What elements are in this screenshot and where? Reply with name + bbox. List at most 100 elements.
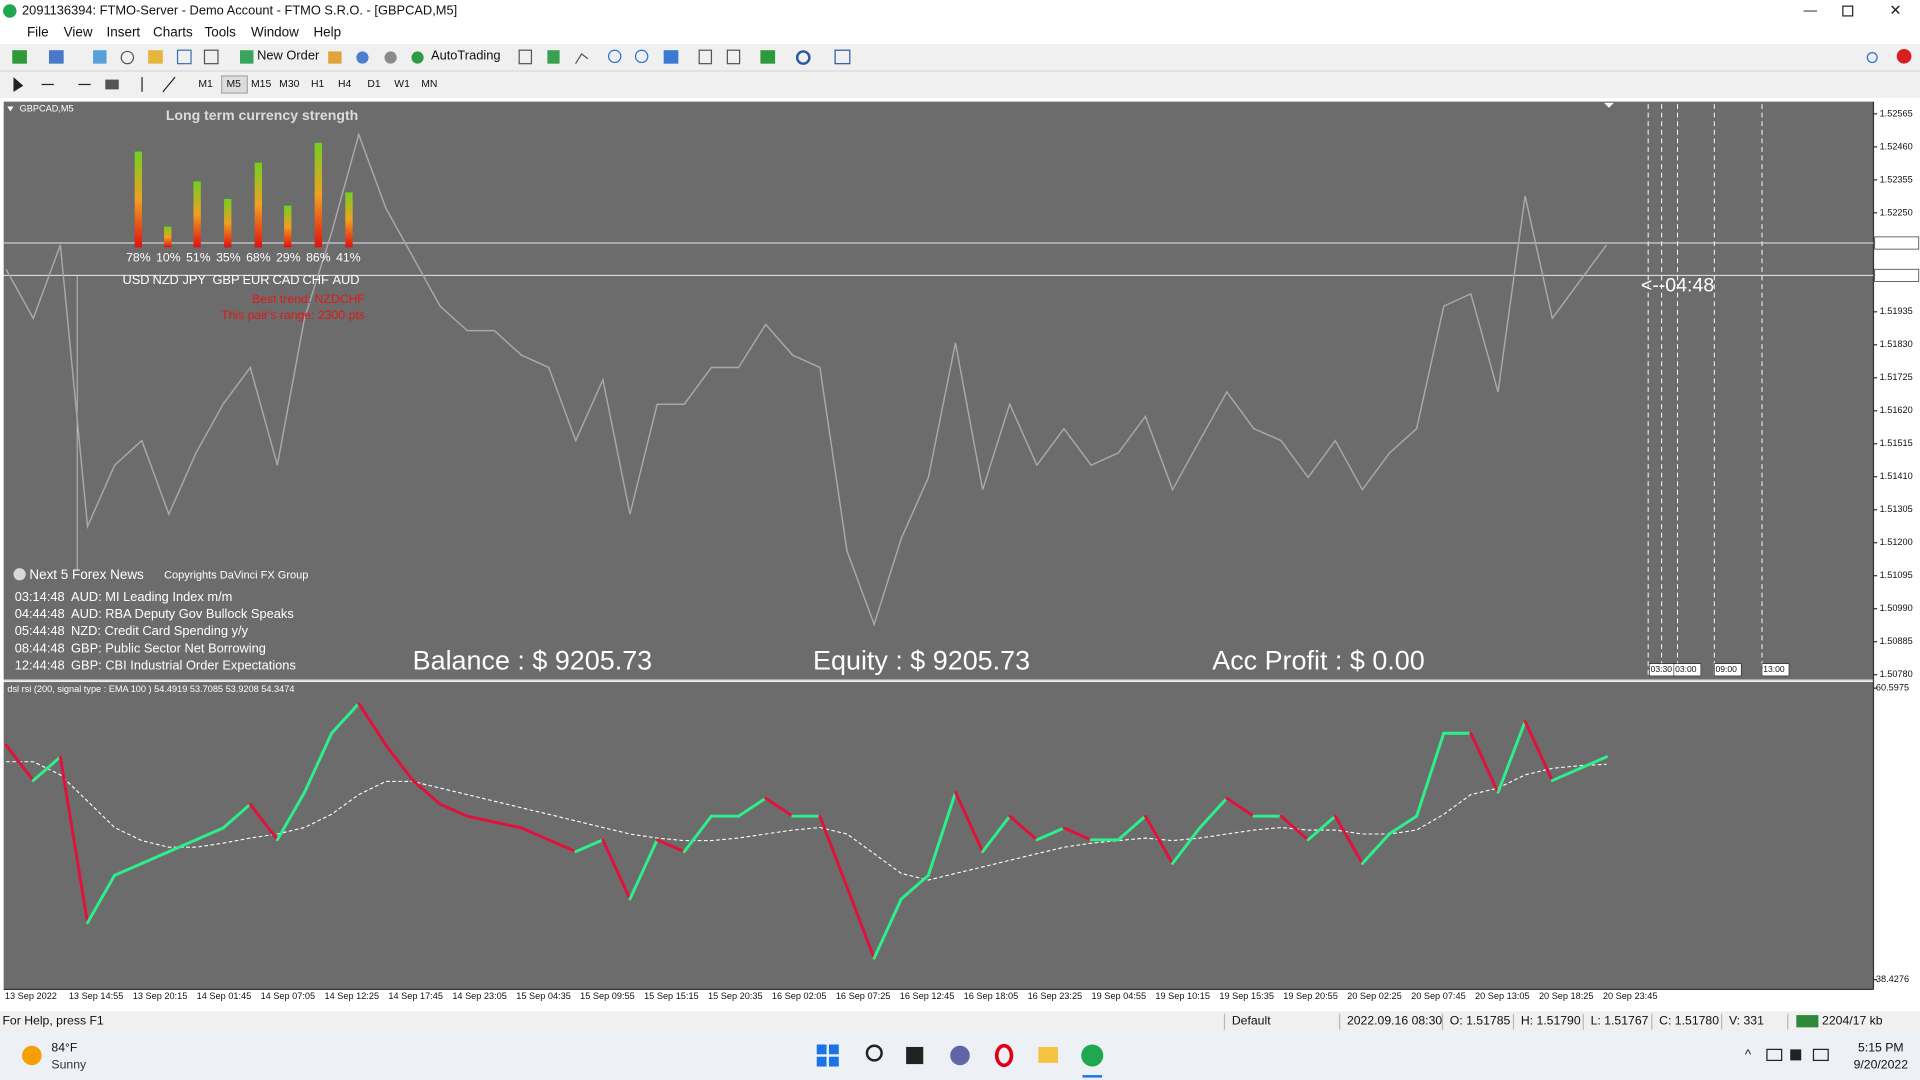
task-view[interactable] (906, 1046, 924, 1065)
bar-chart-button[interactable] (518, 49, 533, 65)
cursor-tool[interactable] (13, 77, 24, 92)
navigator-button[interactable] (148, 50, 163, 64)
start-tile[interactable] (828, 1044, 839, 1055)
timeframe-button[interactable]: M15 (251, 79, 271, 90)
x-tick-label: 19 Sep 20:55 (1283, 991, 1338, 1001)
new-chart-button[interactable] (12, 50, 27, 64)
tray-overflow[interactable]: ^ (1745, 1047, 1752, 1062)
rsi-segment (1171, 826, 1202, 865)
symbol-collapse[interactable] (7, 106, 14, 112)
timeframe-button[interactable]: M30 (279, 79, 299, 90)
menu-item[interactable]: Charts (153, 25, 193, 40)
search-button[interactable] (1866, 52, 1878, 64)
news-icon (13, 568, 26, 581)
y-tick-label: 1.51095 (1880, 570, 1913, 580)
start-button[interactable] (816, 1044, 839, 1067)
zoom-out-button[interactable] (634, 49, 649, 64)
timeframe-button[interactable]: M5 (227, 79, 242, 90)
rectangle-tool[interactable] (105, 79, 119, 90)
menu-item[interactable]: View (64, 25, 93, 40)
x-tick-label: 19 Sep 04:55 (1092, 991, 1147, 1001)
status-help: For Help, press F1 (2, 1013, 103, 1027)
menu-item[interactable]: Insert (107, 25, 141, 40)
rsi-segment (574, 838, 605, 854)
x-tick-label: 20 Sep 13:05 (1475, 991, 1530, 1001)
timeframe-button[interactable]: H1 (311, 79, 325, 90)
maximize-button[interactable] (1842, 5, 1854, 17)
options-button[interactable] (356, 51, 369, 64)
line-chart-button[interactable] (574, 52, 589, 64)
timeframe-button[interactable]: M1 (198, 79, 213, 90)
search-app[interactable] (865, 1044, 883, 1062)
tester-button[interactable] (203, 49, 219, 65)
new-order-button[interactable]: New Order (257, 48, 320, 63)
start-tile[interactable] (828, 1056, 839, 1067)
strength-title: Long term currency strength (166, 107, 358, 123)
network-icon[interactable] (1766, 1048, 1783, 1062)
timeframe-button[interactable]: H4 (338, 79, 352, 90)
candles-button[interactable] (547, 50, 560, 64)
status-profile: Default (1232, 1013, 1271, 1027)
clock-time[interactable]: 5:15 PM (1858, 1040, 1904, 1054)
y-tick-label: 1.51725 (1880, 372, 1913, 382)
market-watch-button[interactable] (93, 50, 107, 64)
signals-button[interactable] (384, 51, 397, 64)
metaeditor-button[interactable] (328, 51, 342, 64)
zoom-in-button[interactable] (607, 49, 622, 64)
x-tick-label: 20 Sep 23:45 (1603, 991, 1658, 1001)
rsi-segment (1388, 814, 1419, 836)
news-event: AUD: RBA Deputy Gov Bullock Speaks (71, 606, 294, 621)
indicators-button[interactable] (760, 50, 776, 64)
metatrader-app[interactable] (1081, 1044, 1104, 1067)
battery-icon[interactable] (1812, 1048, 1829, 1062)
menu-item[interactable]: File (27, 25, 49, 40)
opera-app[interactable] (994, 1043, 1014, 1068)
start-tile[interactable] (816, 1056, 827, 1067)
explorer-app[interactable] (1038, 1046, 1058, 1063)
weather-icon[interactable] (22, 1045, 42, 1066)
autoscroll-button[interactable] (698, 49, 713, 65)
rsi-segment (628, 838, 659, 901)
start-tile[interactable] (816, 1044, 827, 1055)
timeframe-button[interactable]: D1 (367, 79, 381, 90)
rsi-segment (248, 802, 279, 842)
rsi-segment (357, 702, 388, 747)
time-marker: 03:30 (1651, 664, 1673, 674)
periods-button[interactable] (795, 50, 811, 65)
rsi-segment (601, 838, 632, 901)
indicator-label: dsl rsi (200, signal type : EMA 100 ) 54… (7, 684, 294, 694)
timeframe-button[interactable]: W1 (394, 79, 410, 90)
autotrading-button[interactable]: AutoTrading (431, 48, 501, 63)
new-order-icon[interactable] (240, 50, 254, 64)
status-open: O: 1.51785 (1450, 1013, 1511, 1027)
trendline-tool[interactable] (162, 76, 176, 93)
profiles-button[interactable] (48, 50, 64, 64)
window-title: 2091136394: FTMO-Server - Demo Account -… (22, 2, 457, 17)
templates-button[interactable] (834, 49, 851, 65)
menu-item[interactable]: Window (251, 25, 299, 40)
y-tick-label: 1.51410 (1880, 471, 1913, 481)
chart-shift-button[interactable] (726, 49, 741, 65)
terminal-button[interactable] (176, 49, 192, 65)
menu-item[interactable]: Help (313, 25, 341, 40)
clock-date[interactable]: 9/20/2022 (1854, 1058, 1909, 1072)
autotrading-icon[interactable] (411, 51, 424, 64)
rsi-segment (1198, 796, 1229, 830)
minimize-button[interactable]: — (1804, 3, 1818, 18)
tile-button[interactable] (663, 50, 679, 64)
timeframe-button[interactable]: MN (421, 79, 437, 90)
status-volume: V: 331 (1729, 1013, 1764, 1027)
news-event: NZD: Credit Card Spending y/y (71, 623, 249, 638)
x-tick-label: 19 Sep 10:15 (1155, 991, 1210, 1001)
data-window-button[interactable] (120, 50, 135, 65)
chat-app[interactable] (950, 1045, 970, 1066)
strength-bar (345, 192, 353, 248)
menu-item[interactable]: Tools (204, 25, 236, 40)
symbol-label: GBPCAD,M5 (20, 103, 74, 113)
active-timeframe (221, 75, 248, 94)
volume-icon[interactable] (1790, 1049, 1802, 1061)
best-trend: Best trend: NZDCHF (252, 292, 365, 306)
notification-badge[interactable] (1896, 48, 1912, 64)
close-button[interactable]: ✕ (1889, 3, 1901, 19)
